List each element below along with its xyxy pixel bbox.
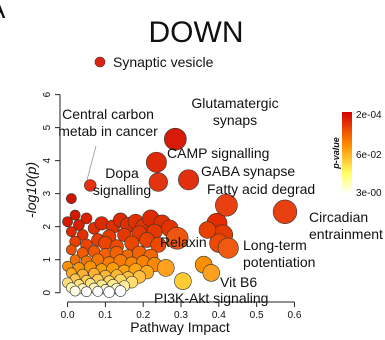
data-point	[202, 264, 221, 282]
y-tick-label: 0	[42, 289, 53, 295]
chart-title: DOWN	[149, 16, 244, 49]
panel-letter: A	[0, 0, 6, 24]
point-label-line: Central carbon	[62, 106, 154, 122]
data-point	[81, 286, 92, 298]
point-label-line: Relaxin	[160, 234, 207, 250]
callout-line	[86, 145, 97, 181]
data-point	[65, 193, 77, 204]
point-label: PI3K-Akt signaling	[154, 290, 268, 306]
point-label: CAMP signalling	[167, 145, 269, 161]
point-label-line: CAMP signalling	[167, 145, 269, 161]
data-point	[217, 237, 239, 259]
data-point	[69, 209, 81, 221]
data-point	[103, 286, 115, 298]
legend-label: Synaptic vesicle	[113, 54, 214, 70]
point-label-line: Fatty acid degrad	[207, 181, 315, 197]
point-label-line: GABA synapse	[201, 163, 295, 179]
data-point	[215, 193, 238, 217]
y-tick-label: 2	[42, 223, 53, 229]
point-label-line: Glutamatergic	[191, 95, 278, 111]
data-point	[157, 259, 175, 277]
data-point	[145, 151, 167, 173]
colorbar-tick-label: 3e-00	[356, 188, 382, 199]
y-axis-label: -log10(p)	[23, 162, 39, 218]
point-label: Central carbon metab in cancer	[58, 106, 158, 139]
point-label: Dopa signalling	[93, 165, 151, 198]
colorbar	[342, 112, 352, 194]
data-point	[174, 272, 192, 290]
x-tick-label: 0.5	[250, 310, 264, 321]
colorbar-tick-label: 6e-02	[356, 150, 382, 161]
point-label-line: Dopa	[105, 165, 139, 181]
data-point	[69, 285, 81, 297]
data-point	[178, 169, 200, 191]
data-point	[73, 219, 85, 231]
data-point	[65, 226, 77, 237]
point-label-line: Vit B6	[220, 274, 257, 290]
point-label: Glutamatergic synaps	[191, 95, 278, 128]
x-tick-label: 0.2	[136, 310, 150, 321]
point-label-line: potentiation	[243, 254, 315, 270]
x-tick-label: 0.6	[287, 310, 301, 321]
data-point	[92, 286, 104, 297]
point-label: Fatty acid degrad	[207, 181, 315, 197]
y-tick-label: 3	[42, 190, 53, 196]
data-point	[114, 285, 127, 297]
x-tick-label: 0.4	[212, 310, 226, 321]
data-point	[148, 172, 168, 192]
data-point	[272, 199, 298, 224]
legend-marker	[94, 56, 106, 68]
colorbar-title: p-value	[331, 137, 341, 170]
point-label-line: synaps	[213, 112, 257, 128]
point-label: Circadian entrainment	[309, 209, 383, 242]
point-labels: Central carbon metab in cancer Glutamaterg…	[58, 95, 383, 306]
data-point	[65, 244, 77, 256]
data-point	[150, 236, 167, 253]
data-point	[80, 212, 93, 225]
x-axis-label: Pathway Impact	[130, 319, 230, 335]
point-label-line: PI3K-Akt signaling	[154, 290, 268, 306]
x-tick-label: 0.3	[174, 310, 188, 321]
data-point	[198, 221, 217, 239]
colorbar-tick-label: 2e-04	[356, 110, 382, 121]
point-label-line: signalling	[93, 182, 151, 198]
point-label-line: Long-term	[243, 237, 307, 253]
point-label-line: Circadian	[309, 209, 368, 225]
y-tick-label: 5	[42, 124, 53, 130]
data-point	[165, 226, 189, 250]
data-point	[62, 216, 73, 228]
axes: 0 1 2 3 4 5 6 0.0 0.1 0.2 0.3 0.4 0.5 0.6	[42, 91, 302, 321]
point-label-line: metab in cancer	[58, 123, 158, 139]
point-label: Long-term potentiation	[243, 237, 315, 270]
y-tick-label: 1	[42, 256, 53, 262]
x-tick-label: 0.1	[98, 310, 112, 321]
point-label-line: entrainment	[309, 226, 383, 242]
point-label: Vit B6	[220, 274, 257, 290]
y-tick-label: 4	[42, 157, 53, 163]
point-label: Relaxin	[160, 234, 207, 250]
data-point	[164, 127, 187, 151]
data-point	[84, 179, 97, 192]
callouts	[86, 145, 97, 181]
y-tick-label: 6	[42, 91, 53, 97]
points	[62, 127, 298, 298]
point-label: GABA synapse	[201, 163, 295, 179]
x-tick-label: 0.0	[61, 310, 75, 321]
